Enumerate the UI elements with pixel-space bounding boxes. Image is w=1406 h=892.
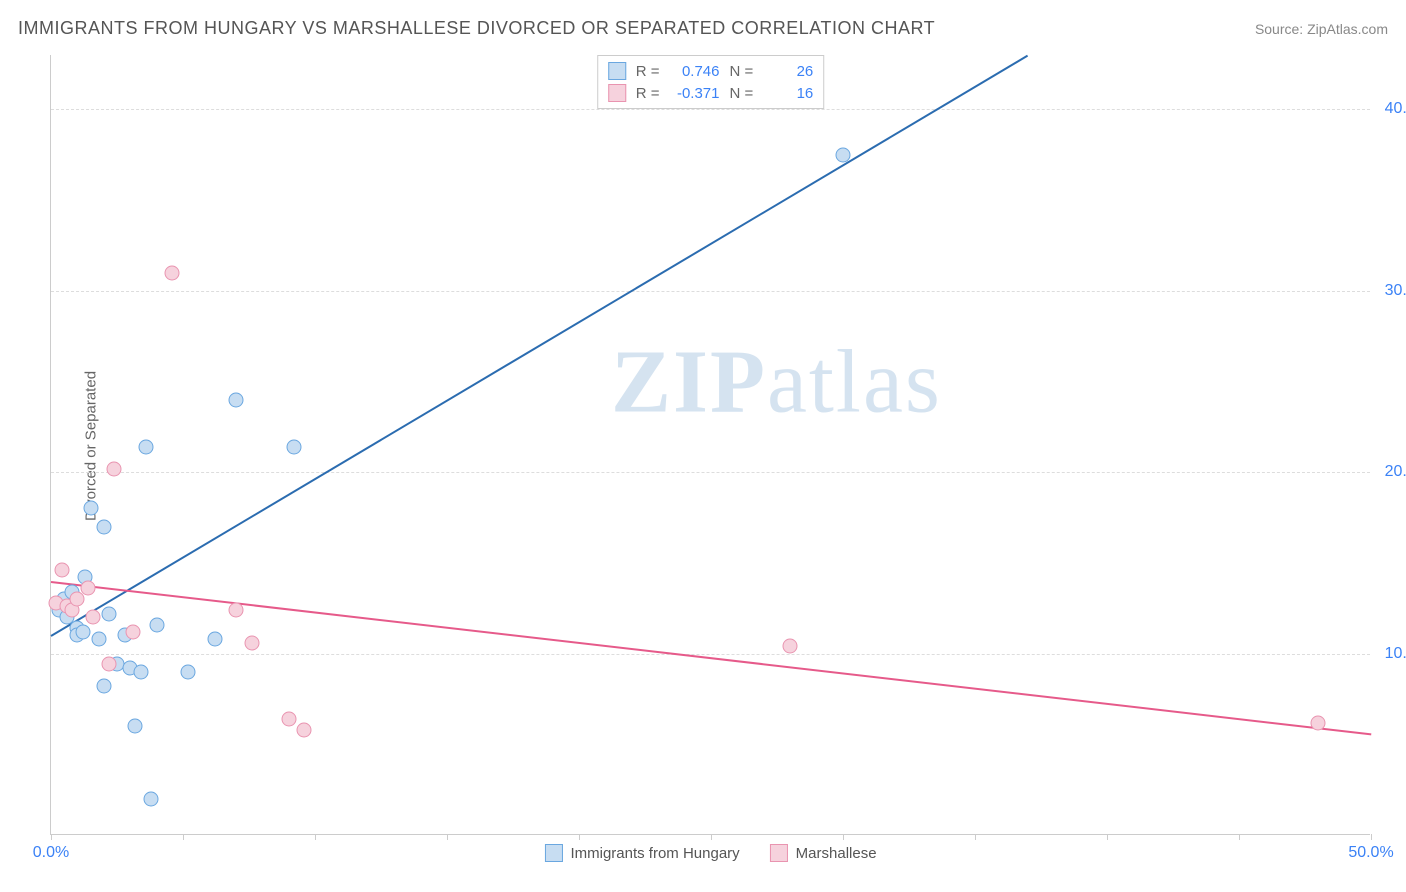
swatch-series-1 bbox=[608, 84, 626, 102]
data-point-series-1 bbox=[228, 603, 243, 618]
bottom-legend: Immigrants from Hungary Marshallese bbox=[544, 844, 876, 862]
data-point-series-0 bbox=[139, 439, 154, 454]
y-tick-label: 20.0% bbox=[1375, 463, 1406, 481]
x-tick-mark bbox=[975, 834, 976, 840]
data-point-series-0 bbox=[128, 719, 143, 734]
plot-area: ZIPatlas R = 0.746 N = 26 R = -0.371 N =… bbox=[50, 55, 1370, 835]
x-tick-mark bbox=[315, 834, 316, 840]
source-label: Source: ZipAtlas.com bbox=[1255, 21, 1388, 37]
y-tick-label: 30.0% bbox=[1375, 282, 1406, 300]
data-point-series-1 bbox=[244, 635, 259, 650]
legend-item-series-0: Immigrants from Hungary bbox=[544, 844, 739, 862]
stats-legend: R = 0.746 N = 26 R = -0.371 N = 16 bbox=[597, 55, 825, 109]
data-point-series-0 bbox=[96, 679, 111, 694]
data-point-series-0 bbox=[75, 624, 90, 639]
legend-item-series-1: Marshallese bbox=[770, 844, 877, 862]
data-point-series-1 bbox=[297, 722, 312, 737]
data-point-series-0 bbox=[91, 632, 106, 647]
data-point-series-1 bbox=[54, 563, 69, 578]
data-point-series-0 bbox=[83, 501, 98, 516]
x-tick-label: 50.0% bbox=[1348, 844, 1393, 862]
x-tick-mark bbox=[1239, 834, 1240, 840]
data-point-series-0 bbox=[144, 791, 159, 806]
data-point-series-1 bbox=[165, 265, 180, 280]
data-point-series-0 bbox=[133, 664, 148, 679]
stats-row-series-1: R = -0.371 N = 16 bbox=[608, 82, 814, 104]
trendline-series-0 bbox=[50, 55, 1028, 637]
data-point-series-1 bbox=[125, 624, 140, 639]
data-point-series-1 bbox=[86, 610, 101, 625]
data-point-series-0 bbox=[228, 392, 243, 407]
data-point-series-1 bbox=[102, 657, 117, 672]
gridline-h bbox=[51, 654, 1370, 655]
data-point-series-0 bbox=[102, 606, 117, 621]
y-tick-label: 10.0% bbox=[1375, 645, 1406, 663]
data-point-series-1 bbox=[80, 581, 95, 596]
trendline-series-1 bbox=[51, 581, 1371, 735]
x-tick-mark bbox=[711, 834, 712, 840]
data-point-series-1 bbox=[107, 461, 122, 476]
watermark: ZIPatlas bbox=[611, 331, 942, 434]
y-tick-label: 40.0% bbox=[1375, 100, 1406, 118]
x-tick-label: 0.0% bbox=[33, 844, 69, 862]
data-point-series-0 bbox=[836, 147, 851, 162]
swatch-series-0 bbox=[608, 62, 626, 80]
gridline-h bbox=[51, 472, 1370, 473]
x-tick-mark bbox=[843, 834, 844, 840]
data-point-series-0 bbox=[181, 664, 196, 679]
data-point-series-1 bbox=[1311, 715, 1326, 730]
swatch-series-0 bbox=[544, 844, 562, 862]
data-point-series-1 bbox=[281, 711, 296, 726]
title-bar: IMMIGRANTS FROM HUNGARY VS MARSHALLESE D… bbox=[18, 18, 1388, 39]
data-point-series-0 bbox=[149, 617, 164, 632]
x-tick-mark bbox=[183, 834, 184, 840]
data-point-series-0 bbox=[286, 439, 301, 454]
chart-title: IMMIGRANTS FROM HUNGARY VS MARSHALLESE D… bbox=[18, 18, 935, 39]
x-tick-mark bbox=[1371, 834, 1372, 840]
data-point-series-1 bbox=[783, 639, 798, 654]
x-tick-mark bbox=[51, 834, 52, 840]
gridline-h bbox=[51, 109, 1370, 110]
gridline-h bbox=[51, 291, 1370, 292]
data-point-series-0 bbox=[96, 519, 111, 534]
swatch-series-1 bbox=[770, 844, 788, 862]
x-tick-mark bbox=[1107, 834, 1108, 840]
x-tick-mark bbox=[447, 834, 448, 840]
x-tick-mark bbox=[579, 834, 580, 840]
data-point-series-0 bbox=[207, 632, 222, 647]
stats-row-series-0: R = 0.746 N = 26 bbox=[608, 60, 814, 82]
